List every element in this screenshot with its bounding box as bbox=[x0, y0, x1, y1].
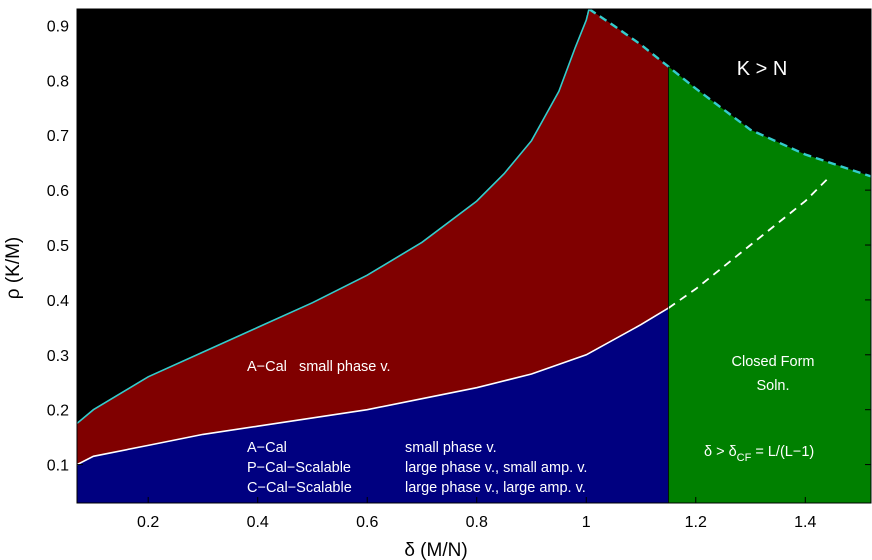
x-tick-label: 1.4 bbox=[794, 514, 816, 531]
annotation-k-gt-n: K > N bbox=[737, 58, 788, 80]
annotation-closed-form-line2: Soln. bbox=[756, 378, 789, 394]
lower-boundary-line bbox=[77, 307, 669, 466]
annotation-blue-row-1-desc: small phase v. bbox=[405, 440, 497, 456]
annotation-closed-form-line1: Closed Form bbox=[732, 354, 815, 370]
region-blue bbox=[77, 308, 669, 503]
upper-boundary-line bbox=[77, 9, 590, 425]
annotation-delta-cf: δ > δCF = L/(L−1) bbox=[704, 444, 814, 464]
annotation-blue-row-3-method: C−Cal−Scalable bbox=[247, 480, 352, 496]
y-tick-label: 0.3 bbox=[47, 348, 69, 365]
x-tick-label: 0.8 bbox=[466, 514, 488, 531]
y-tick-label: 0.8 bbox=[47, 73, 69, 90]
annotation-red-region: A−Cal small phase v. bbox=[247, 359, 391, 375]
delta-cf-subscript: CF bbox=[737, 452, 752, 464]
annotation-blue-row-2-method: P−Cal−Scalable bbox=[247, 460, 351, 476]
x-tick-label: 1 bbox=[582, 514, 591, 531]
delta-cf-main: δ > δ bbox=[704, 444, 737, 460]
x-tick-label: 1.2 bbox=[685, 514, 707, 531]
y-axis-label: ρ (K/M) bbox=[3, 237, 24, 300]
y-tick-label: 0.1 bbox=[47, 458, 69, 475]
y-axis-ticks: 0.1 0.2 0.3 0.4 0.5 0.6 0.7 0.8 0.9 bbox=[47, 18, 871, 475]
delta-cf-rest: = L/(L−1) bbox=[751, 444, 814, 460]
y-tick-label: 0.6 bbox=[47, 183, 69, 200]
x-axis-label: δ (M/N) bbox=[404, 540, 467, 560]
k-equals-n-line bbox=[588, 9, 871, 178]
annotation-blue-row-3-desc: large phase v., large amp. v. bbox=[405, 480, 586, 496]
annotation-blue-row-1-method: A−Cal bbox=[247, 440, 287, 456]
y-tick-label: 0.7 bbox=[47, 128, 69, 145]
annotation-blue-row-2-desc: large phase v., small amp. v. bbox=[405, 460, 587, 476]
x-axis-ticks: 0.2 0.4 0.6 0.8 1 1.2 1.4 bbox=[137, 9, 817, 531]
x-tick-label: 0.4 bbox=[247, 514, 269, 531]
region-a-cal-red bbox=[77, 9, 669, 465]
lower-boundary-extrapolated-line bbox=[667, 178, 828, 309]
x-tick-label: 0.6 bbox=[356, 514, 378, 531]
y-tick-label: 0.9 bbox=[47, 18, 69, 35]
y-tick-label: 0.4 bbox=[47, 293, 69, 310]
y-tick-label: 0.5 bbox=[47, 238, 69, 255]
plot-frame bbox=[76, 8, 872, 504]
region-closed-form-green bbox=[668, 66, 871, 503]
y-tick-label: 0.2 bbox=[47, 403, 69, 420]
x-tick-label: 0.2 bbox=[137, 514, 159, 531]
